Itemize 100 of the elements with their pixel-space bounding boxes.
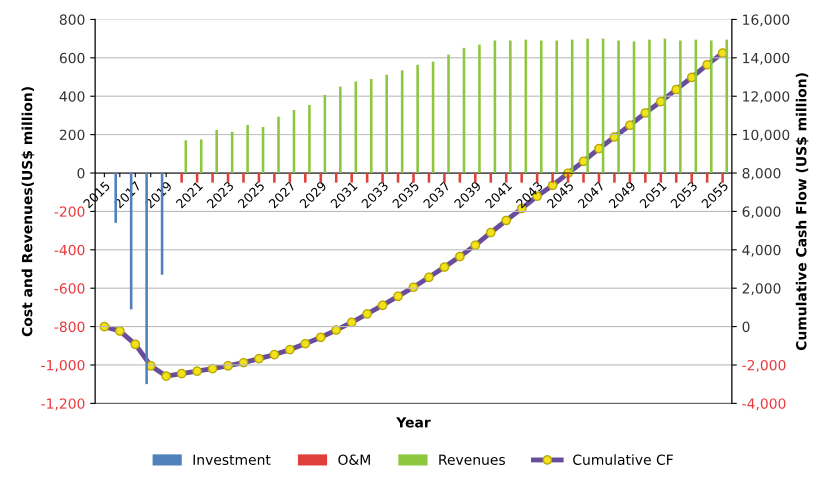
bar bbox=[725, 40, 728, 174]
y2-tick-label: 10,000 bbox=[743, 130, 790, 142]
bar bbox=[664, 38, 666, 174]
bar bbox=[494, 40, 496, 174]
bar bbox=[396, 173, 400, 183]
bar bbox=[381, 173, 384, 183]
bar bbox=[447, 54, 450, 174]
y2-tick-label: -4,000 bbox=[742, 398, 786, 410]
y2-tick-label: 8,000 bbox=[742, 168, 780, 180]
bar bbox=[721, 173, 724, 183]
y-tick-label: 200 bbox=[60, 130, 84, 140]
bar bbox=[304, 173, 307, 183]
y2-tick-label: 0 bbox=[742, 322, 750, 332]
bar bbox=[211, 173, 214, 183]
y2-tick-label: 16,000 bbox=[743, 14, 790, 26]
bar bbox=[180, 173, 183, 183]
bar bbox=[613, 173, 616, 183]
bar bbox=[354, 81, 358, 174]
legend-label: O&M bbox=[338, 454, 370, 465]
bar bbox=[258, 173, 260, 183]
bar bbox=[366, 173, 368, 183]
bar bbox=[277, 116, 280, 174]
y-tick-label: -200 bbox=[54, 206, 84, 217]
legend-label: Revenues bbox=[439, 454, 505, 465]
y-tick-label: 600 bbox=[60, 52, 84, 64]
bar bbox=[242, 173, 245, 183]
y-tick-label: -1,200 bbox=[41, 398, 84, 410]
bar bbox=[184, 140, 188, 174]
bar bbox=[230, 132, 234, 174]
y2-tick-label: 6,000 bbox=[742, 206, 780, 218]
y-tick-label: -1,000 bbox=[41, 360, 84, 372]
bar bbox=[324, 94, 326, 174]
bar bbox=[555, 40, 558, 174]
bar bbox=[262, 126, 264, 174]
bar bbox=[308, 104, 311, 174]
y-tick-label: -600 bbox=[54, 283, 84, 294]
bar bbox=[370, 78, 373, 174]
bar bbox=[489, 173, 492, 183]
bar bbox=[474, 173, 477, 183]
y-tick-label: 0 bbox=[77, 168, 84, 178]
y2-tick-label: -2,000 bbox=[742, 360, 786, 372]
bar bbox=[690, 173, 693, 183]
bar bbox=[339, 86, 342, 174]
bar bbox=[428, 173, 430, 183]
bar bbox=[443, 173, 446, 183]
bar bbox=[617, 40, 620, 174]
bar bbox=[570, 40, 574, 174]
bar bbox=[628, 173, 632, 183]
bar bbox=[200, 139, 203, 174]
bar bbox=[226, 173, 230, 183]
bar bbox=[246, 125, 249, 174]
y2-tick-label: 12,000 bbox=[743, 91, 790, 104]
bar bbox=[536, 173, 538, 183]
y2-axis-title: Cumulative Cash Flow (US$ million) bbox=[796, 73, 808, 350]
bar bbox=[710, 40, 713, 174]
bar bbox=[602, 38, 604, 174]
bar bbox=[273, 173, 276, 183]
bar bbox=[660, 173, 662, 183]
bar bbox=[319, 173, 322, 183]
bar bbox=[598, 173, 600, 183]
bar bbox=[458, 173, 462, 183]
bar bbox=[520, 173, 523, 183]
y-tick-label: -400 bbox=[54, 244, 84, 256]
bar bbox=[706, 173, 708, 183]
bar bbox=[551, 173, 554, 183]
bar bbox=[215, 130, 218, 174]
y2-tick-label: 4,000 bbox=[742, 244, 780, 257]
x-axis-title: Year bbox=[396, 417, 431, 428]
bar bbox=[566, 173, 570, 183]
legend-label: Cumulative CF bbox=[573, 454, 673, 465]
bar bbox=[478, 44, 481, 174]
bar bbox=[524, 40, 528, 174]
bar bbox=[586, 38, 589, 174]
bar bbox=[412, 173, 415, 183]
y-tick-label: -800 bbox=[54, 322, 84, 332]
bar bbox=[679, 40, 682, 174]
bar bbox=[432, 62, 434, 174]
bar bbox=[504, 173, 508, 183]
y-axis-title: Cost and Revenues(US$ million) bbox=[22, 87, 34, 336]
bar bbox=[582, 173, 585, 183]
bar bbox=[462, 48, 466, 174]
bar bbox=[644, 173, 647, 183]
bar bbox=[694, 40, 698, 174]
bar bbox=[648, 40, 651, 174]
bar bbox=[674, 173, 678, 183]
bar bbox=[334, 173, 338, 183]
y2-tick-label: 14,000 bbox=[743, 52, 790, 65]
y2-tick-label: 2,000 bbox=[742, 283, 780, 296]
bar bbox=[292, 110, 296, 174]
y-tick-label: 800 bbox=[60, 14, 84, 25]
legend-label: Investment bbox=[194, 454, 271, 465]
bar bbox=[540, 40, 543, 174]
bar bbox=[509, 40, 512, 174]
bar bbox=[632, 41, 636, 174]
y-tick-label: 400 bbox=[60, 91, 84, 102]
bar bbox=[400, 70, 404, 174]
bar bbox=[350, 173, 353, 183]
bar bbox=[416, 64, 419, 174]
bar bbox=[385, 74, 388, 174]
bar bbox=[288, 173, 292, 183]
